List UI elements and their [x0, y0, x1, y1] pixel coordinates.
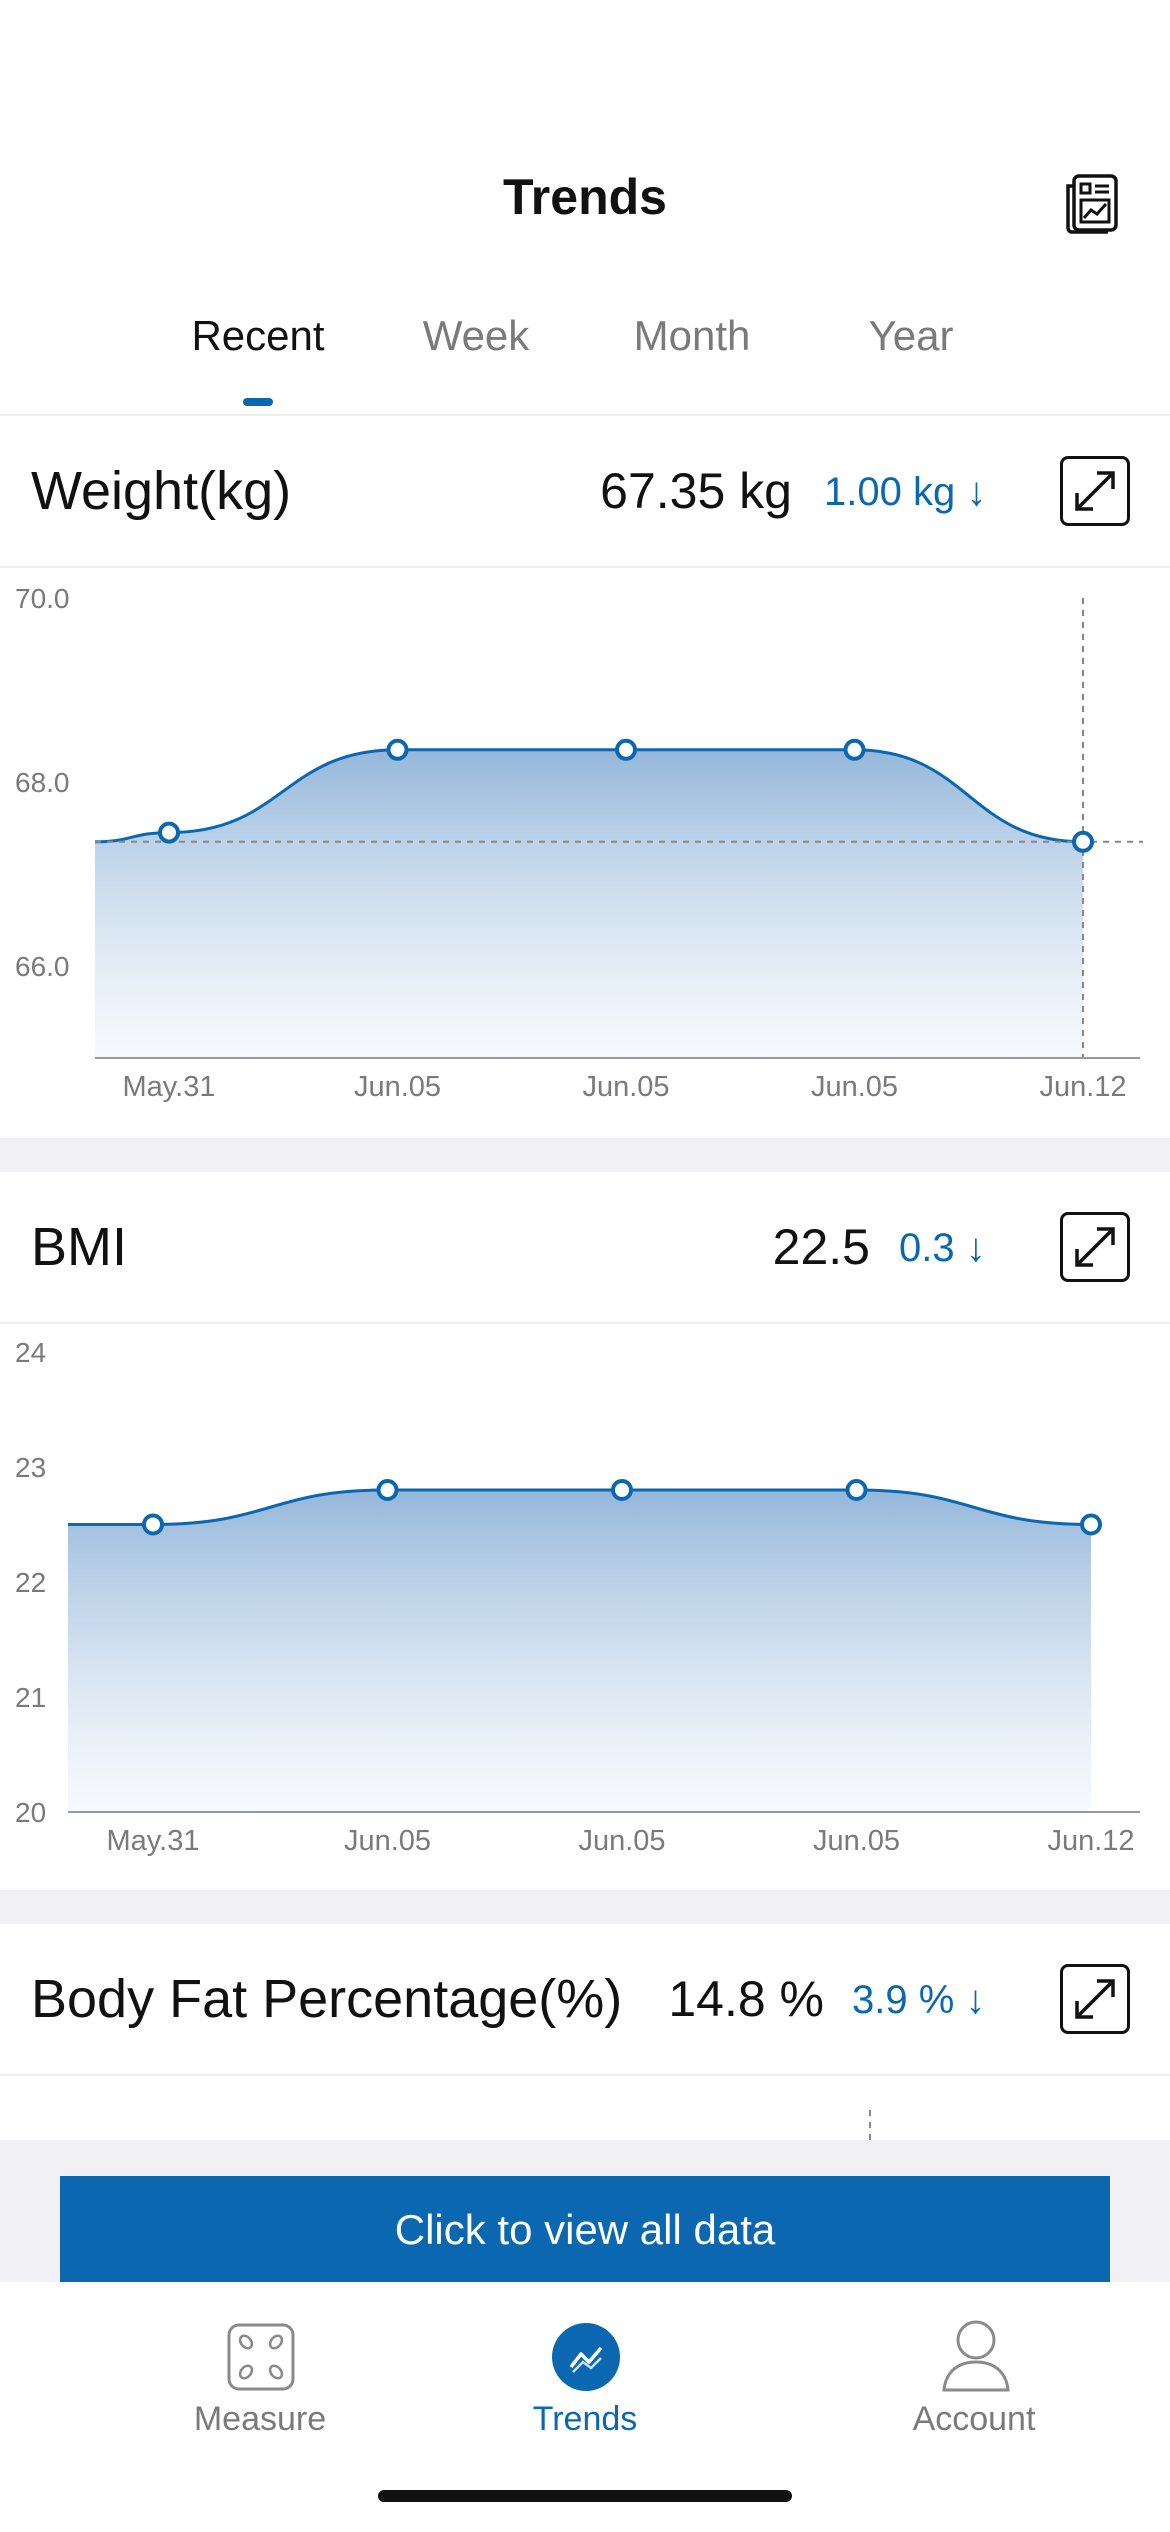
y-tick-label: 66.0: [15, 951, 70, 982]
divider: [0, 414, 1170, 416]
bmi-card-header: BMI 22.5 0.3 ↓: [0, 1172, 1170, 1322]
body-fat-card-header: Body Fat Percentage(%) 14.8 % 3.9 % ↓: [0, 1924, 1170, 2074]
y-tick-label: 70.0: [15, 583, 70, 614]
data-point[interactable]: [1072, 830, 1094, 853]
weight-line: [94, 748, 1084, 844]
data-point[interactable]: [142, 1513, 164, 1536]
data-point[interactable]: [386, 738, 409, 761]
y-tick-label: 24: [15, 1337, 46, 1368]
bmi-expand-button[interactable]: [1060, 1212, 1130, 1282]
body-fat-value: 14.8 %: [668, 1971, 824, 2027]
weight-expand-button[interactable]: [1060, 456, 1130, 526]
weight-card-header: Weight(kg) 67.35 kg 1.00 kg ↓: [0, 416, 1170, 566]
expand-icon: [1075, 471, 1115, 511]
person-icon: [942, 2320, 1010, 2392]
data-point[interactable]: [843, 738, 866, 761]
x-tick-label: Jun.05: [578, 1825, 665, 1857]
report-button[interactable]: [1060, 172, 1124, 236]
bmi-chart: 24 23 22 21 20 May.31 Jun.05 Jun.05 Jun.05 Jun.1…: [15, 1337, 1140, 1857]
tab-recent[interactable]: Recent: [191, 312, 325, 359]
body-fat-chart-preview: [0, 2076, 1170, 2140]
section-gap: [0, 1138, 1170, 1172]
x-tick-label: Jun.05: [811, 1071, 898, 1103]
y-tick-label: 21: [15, 1682, 46, 1713]
tab-year[interactable]: Year: [868, 312, 954, 359]
divider: [0, 1322, 1170, 1324]
nav-item-measure[interactable]: Measure: [130, 2302, 390, 2442]
data-point[interactable]: [158, 821, 180, 844]
x-tick-label: May.31: [123, 1071, 216, 1103]
report-chart-icon: [1066, 174, 1118, 234]
x-tick-label: Jun.05: [354, 1071, 441, 1103]
y-tick-label: 22: [15, 1567, 46, 1598]
bmi-area: [68, 1490, 1091, 1812]
x-tick-label: Jun.05: [813, 1825, 900, 1857]
nav-label: Trends: [532, 2400, 638, 2438]
bmi-value: 22.5: [772, 1219, 870, 1275]
page-title: Trends: [503, 169, 667, 225]
y-tick-label: 68.0: [15, 767, 70, 798]
tab-month[interactable]: Month: [633, 312, 751, 359]
y-tick-label: 20: [15, 1797, 46, 1828]
body-fat-change: 3.9 % ↓: [852, 1978, 986, 2022]
x-tick-label: Jun.05: [582, 1071, 669, 1103]
trends-icon: [552, 2323, 620, 2391]
weight-value: 67.35 kg: [600, 463, 792, 519]
bmi-card-title: BMI: [31, 1217, 128, 1277]
cursor-line: [869, 2110, 871, 2140]
y-tick-label: 23: [15, 1452, 46, 1483]
home-indicator: [378, 2490, 792, 2502]
x-tick-label: Jun.12: [1047, 1825, 1134, 1857]
bmi-change: 0.3 ↓: [899, 1226, 986, 1270]
nav-item-account[interactable]: Account: [844, 2302, 1104, 2442]
data-point[interactable]: [376, 1479, 399, 1501]
weight-chart: 70.0 68.0 66.0 May.31 Jun.05 Jun.05 Jun.05 Jun…: [15, 583, 1143, 1103]
divider: [0, 566, 1170, 568]
body-fat-expand-button[interactable]: [1060, 1964, 1130, 2034]
x-tick-label: Jun.05: [344, 1825, 431, 1857]
view-all-data-button[interactable]: Click to view all data: [60, 2176, 1110, 2282]
data-point[interactable]: [611, 1479, 633, 1501]
scale-icon: [227, 2323, 295, 2391]
weight-change: 1.00 kg ↓: [824, 470, 987, 514]
data-point[interactable]: [615, 738, 637, 761]
x-tick-label: Jun.12: [1039, 1071, 1126, 1103]
x-tick-label: May.31: [107, 1825, 200, 1857]
expand-icon: [1075, 1979, 1115, 2019]
data-point[interactable]: [1080, 1513, 1102, 1536]
nav-label: Measure: [193, 2400, 327, 2438]
nav-item-trends[interactable]: Trends: [455, 2302, 715, 2442]
weight-card-title: Weight(kg): [31, 461, 292, 521]
expand-icon: [1075, 1227, 1115, 1267]
active-tab-indicator: [243, 398, 273, 406]
nav-label: Account: [912, 2400, 1036, 2438]
weight-area: [95, 749, 1083, 1058]
section-gap: [0, 1890, 1170, 1924]
data-point[interactable]: [845, 1479, 868, 1501]
bmi-line: [68, 1488, 1092, 1526]
divider: [0, 2074, 1170, 2076]
body-fat-card-title: Body Fat Percentage(%): [31, 1969, 623, 2029]
tab-week[interactable]: Week: [422, 312, 530, 359]
